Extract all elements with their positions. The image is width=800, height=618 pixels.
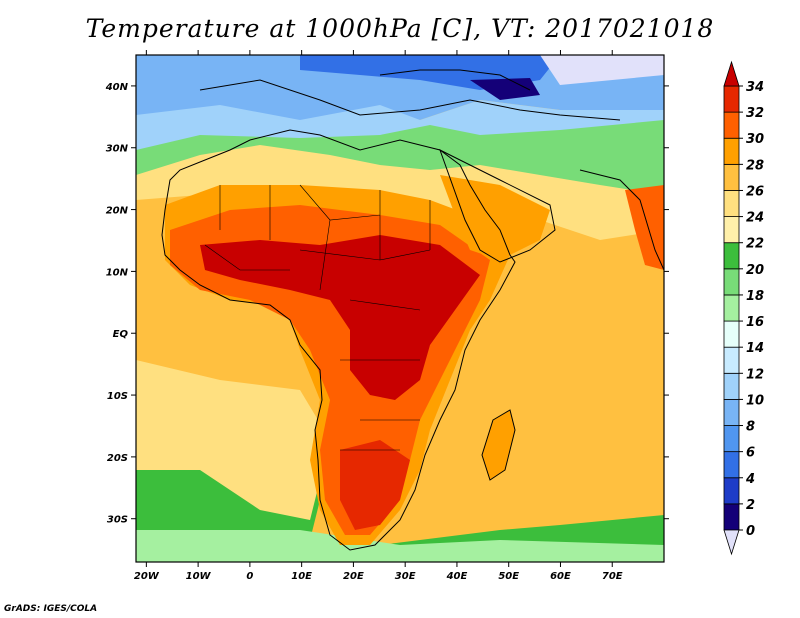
colorbar-label: 20 xyxy=(746,263,764,278)
colorbar-label: 14 xyxy=(746,341,764,356)
lon-axis: 20W 10W 0 10E 20E 30E 40E 50E 60E 70E xyxy=(134,50,623,582)
temp-band-north-light xyxy=(136,100,664,155)
land-arabia xyxy=(440,175,550,260)
lat-label: 10N xyxy=(106,267,129,278)
temp-band-south-yellow xyxy=(136,360,330,520)
colorbar-segment xyxy=(723,190,740,217)
colorbar-label: 30 xyxy=(746,132,764,147)
lon-label: 10W xyxy=(186,571,212,582)
colorbar-label: 2 xyxy=(746,498,755,513)
lon-label: 20E xyxy=(343,571,364,582)
colorbar-label: 34 xyxy=(746,80,764,95)
colorbar-label: 6 xyxy=(746,446,755,461)
country-borders xyxy=(204,184,431,451)
coastlines xyxy=(161,69,664,551)
temp-band-north-green xyxy=(136,120,664,200)
map-frame xyxy=(135,54,665,563)
colorbar-over-arrow xyxy=(723,60,740,87)
colorbar-segment xyxy=(723,137,740,165)
colorbar-segment xyxy=(723,477,740,505)
colorbar-segment xyxy=(723,425,740,453)
colorbar-segment xyxy=(723,451,740,479)
colorbar-segment xyxy=(723,320,740,348)
colorbar-segment xyxy=(723,372,740,400)
lon-label: 0 xyxy=(246,571,253,582)
colorbar-label: 12 xyxy=(746,367,764,382)
lon-label: 40E xyxy=(446,571,468,582)
colorbar-label: 18 xyxy=(746,289,764,304)
colorbar-under-arrow xyxy=(723,529,740,556)
colorbar-label: 8 xyxy=(746,420,755,435)
colorbar-segment xyxy=(723,268,740,296)
temp-band-south-lightgreen xyxy=(136,530,664,562)
colorbar-segment xyxy=(723,242,740,270)
colorbar-label: 24 xyxy=(746,211,764,226)
lat-label: 40N xyxy=(105,82,129,93)
map-area xyxy=(136,55,664,562)
colorbar-label: 16 xyxy=(746,315,764,330)
colorbar-label: 0 xyxy=(746,524,755,539)
chart-title: Temperature at 1000hPa [C], VT: 20170210… xyxy=(85,14,715,43)
lat-label: EQ xyxy=(113,329,129,340)
colorbar-label: 26 xyxy=(746,184,764,199)
credit-text: GrADS: IGES/COLA xyxy=(4,604,98,614)
lon-label: 20W xyxy=(134,571,160,582)
land-hottest-south xyxy=(340,440,410,530)
lat-label: 20S xyxy=(107,453,128,464)
colorbar-label: 22 xyxy=(746,237,764,252)
colorbar-segment xyxy=(723,85,740,113)
colorbar-label: 32 xyxy=(746,106,764,121)
colorbar-segment xyxy=(723,399,740,426)
lon-label: 70E xyxy=(602,571,623,582)
lon-label: 60E xyxy=(550,571,571,582)
colorbar-label: 4 xyxy=(745,472,755,487)
temp-band-north-undercold xyxy=(540,55,664,85)
temp-band-north-vcold xyxy=(470,78,540,100)
lon-label: 50E xyxy=(498,571,519,582)
lon-label: 10E xyxy=(291,571,312,582)
lat-label: 30S xyxy=(107,515,128,526)
colorbar-segment xyxy=(723,111,740,139)
land-hottest-africa xyxy=(200,235,480,400)
colorbar-segment xyxy=(723,346,740,374)
colorbar-label: 10 xyxy=(746,393,764,408)
colorbar-label: 28 xyxy=(746,158,764,173)
colorbar-segment xyxy=(723,216,740,244)
lat-label: 20N xyxy=(106,206,129,217)
colorbar-segment xyxy=(723,503,740,531)
lat-label: 10S xyxy=(107,391,128,402)
colorbar-segment xyxy=(723,294,740,322)
colorbar-segment xyxy=(723,163,740,191)
lat-axis: 40N 30N 20N 10N EQ 10S 20S 30S xyxy=(105,82,669,526)
lat-label: 30N xyxy=(106,144,129,155)
lon-label: 30E xyxy=(395,571,416,582)
